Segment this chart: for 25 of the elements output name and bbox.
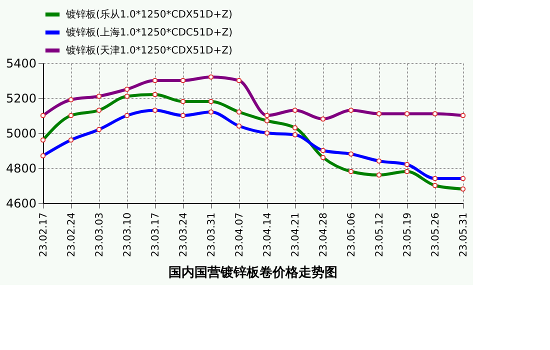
x-tick-label: 23.04.07 xyxy=(234,212,246,258)
x-tick-label: 23.03.31 xyxy=(206,212,218,258)
x-tick-label: 23.05.12 xyxy=(374,212,386,258)
x-tick-label: 23.03.03 xyxy=(94,212,106,258)
x-tick-label: 23.02.17 xyxy=(38,212,50,258)
x-tick-label: 23.04.28 xyxy=(318,212,330,258)
x-tick-label: 23.03.24 xyxy=(178,212,190,258)
y-tick-label: 4600 xyxy=(6,196,36,210)
x-tick-label: 23.04.21 xyxy=(290,212,302,258)
x-tick-label: 23.02.24 xyxy=(66,212,78,258)
y-tick-label: 5200 xyxy=(6,92,36,106)
x-tick-label: 23.05.19 xyxy=(402,212,414,258)
x-tick-label: 23.04.14 xyxy=(262,212,274,258)
y-tick-label: 5000 xyxy=(6,126,36,140)
text: 国内国营镀锌板卷价格走势图 xyxy=(168,264,338,281)
legend-label: 镀锌板(乐从1.0*1250*CDX51D+Z) xyxy=(65,8,232,20)
legend-label: 镀锌板(上海1.0*1250*CDC51D+Z) xyxy=(65,26,233,38)
x-tick-label: 23.03.10 xyxy=(122,212,134,258)
y-tick-label: 4800 xyxy=(6,162,36,176)
x-tick-label: 23.05.26 xyxy=(430,212,442,258)
x-tick-label: 23.05.31 xyxy=(458,212,470,258)
legend-label: 镀锌板(天津1.0*1250*CDX51D+Z) xyxy=(65,44,232,56)
y-tick-label: 5400 xyxy=(6,56,36,70)
x-tick-label: 23.05.06 xyxy=(346,212,358,258)
x-tick-label: 23.03.17 xyxy=(150,212,162,258)
